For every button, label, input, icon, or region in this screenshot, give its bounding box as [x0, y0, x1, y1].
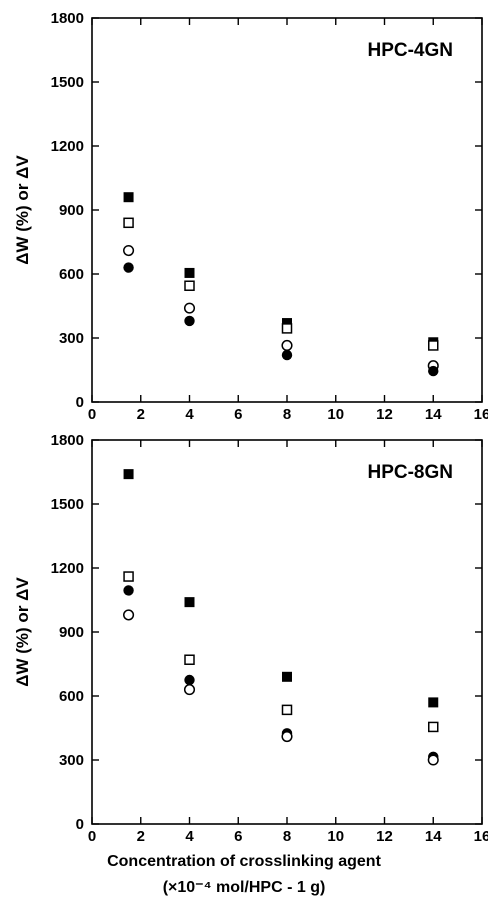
- x-tick-label: 6: [234, 828, 242, 845]
- y-tick-label: 1200: [51, 560, 84, 577]
- y-axis-ticks: 0 300 600 900 1200 1500 1800: [51, 432, 482, 833]
- data-markers: [123, 469, 439, 766]
- y-axis-label: ΔW (%) or ΔV: [13, 155, 32, 265]
- filled-square-marker: [184, 267, 195, 278]
- y-tick-label: 600: [59, 688, 84, 705]
- x-tick-label: 10: [327, 828, 344, 845]
- panel-title: HPC-8GN: [367, 462, 453, 483]
- x-axis-ticks: 0 2 4 6 8 10 12 14 16: [88, 440, 488, 845]
- open-square-marker: [184, 654, 195, 665]
- x-tick-label: 10: [327, 406, 344, 423]
- open-circle-marker: [183, 302, 196, 314]
- panel-title: HPC-4GN: [367, 40, 453, 61]
- y-tick-label: 1800: [51, 432, 84, 449]
- y-tick-label: 600: [59, 266, 84, 283]
- x-tick-label: 2: [137, 406, 145, 423]
- filled-square-marker: [123, 469, 134, 480]
- open-circle-marker: [281, 730, 293, 743]
- x-tick-label: 0: [88, 828, 96, 845]
- y-tick-label: 300: [59, 330, 84, 347]
- filled-square-marker: [282, 318, 292, 329]
- x-tick-label: 12: [376, 828, 393, 845]
- y-tick-label: 1500: [51, 496, 84, 513]
- y-axis-ticks: 0 300 600 900 1200 1500 1800: [51, 10, 482, 411]
- x-axis-ticks: 0 2 4 6 8 10 12 14 16: [88, 18, 488, 423]
- open-circle-marker: [123, 244, 135, 257]
- y-tick-label: 1200: [51, 138, 84, 155]
- x-axis-label-units: (×10⁻⁴ mol/HPC - 1 g): [162, 879, 326, 896]
- y-tick-label: 900: [59, 202, 84, 219]
- filled-circle-marker: [428, 365, 439, 377]
- x-tick-label: 2: [137, 828, 145, 845]
- open-circle-marker: [281, 339, 293, 352]
- open-square-marker: [428, 340, 439, 351]
- panel-hpc-4gn: 0 300 600 900 1200 1500 1800 0 2 4 6 8 10 12 14 16 HPC…: [13, 10, 488, 423]
- open-square-marker: [123, 571, 134, 582]
- x-tick-label: 4: [185, 406, 194, 423]
- open-square-marker: [184, 280, 195, 291]
- x-tick-label: 14: [425, 406, 442, 423]
- panel-hpc-8gn: 0 300 600 900 1200 1500 1800 0 2 4 6 8 10 12 14 16 HPC…: [13, 432, 488, 845]
- x-tick-label: 12: [376, 406, 393, 423]
- open-square-marker: [281, 704, 293, 716]
- y-tick-label: 300: [59, 752, 84, 769]
- y-tick-label: 0: [76, 394, 84, 411]
- filled-square-marker: [184, 597, 195, 608]
- data-markers: [123, 192, 439, 377]
- y-tick-label: 0: [76, 816, 84, 833]
- x-tick-label: 16: [474, 406, 488, 423]
- x-axis-label: Concentration of crosslinking agent: [107, 853, 381, 870]
- filled-square-marker: [123, 192, 134, 203]
- filled-circle-marker: [184, 315, 195, 327]
- filled-circle-marker: [123, 585, 134, 596]
- filled-square-marker: [428, 697, 439, 708]
- open-circle-marker: [123, 609, 135, 621]
- filled-circle-marker: [184, 674, 195, 686]
- filled-circle-marker: [123, 262, 134, 273]
- open-square-marker: [428, 721, 439, 733]
- x-tick-label: 8: [283, 828, 291, 845]
- open-circle-marker: [427, 754, 439, 766]
- x-tick-label: 4: [185, 828, 194, 845]
- open-circle-marker: [183, 684, 196, 696]
- y-tick-label: 1800: [51, 10, 84, 27]
- x-tick-label: 6: [234, 406, 242, 423]
- open-square-marker: [281, 323, 293, 334]
- filled-square-marker: [282, 671, 292, 682]
- y-tick-label: 1500: [51, 74, 84, 91]
- plot-frame: [91, 439, 483, 825]
- y-tick-label: 900: [59, 624, 84, 641]
- x-tick-label: 16: [474, 828, 488, 845]
- x-tick-label: 14: [425, 828, 442, 845]
- filled-circle-marker: [281, 349, 293, 361]
- x-tick-label: 0: [88, 406, 96, 423]
- y-axis-label: ΔW (%) or ΔV: [13, 577, 32, 687]
- x-tick-label: 8: [283, 406, 291, 423]
- open-square-marker: [123, 217, 134, 229]
